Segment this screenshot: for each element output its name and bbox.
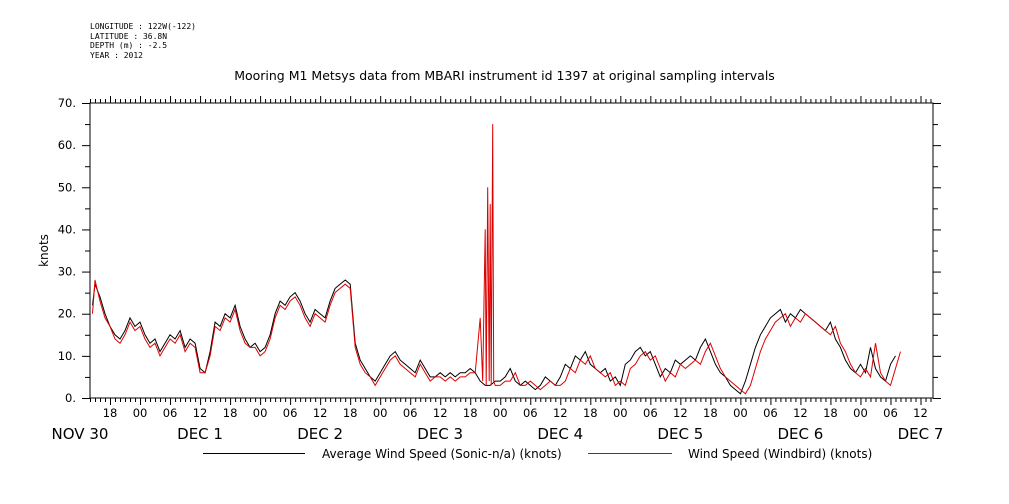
x-tick-label: 12 [433,406,448,420]
series-line-windbird-wind-speed [92,124,901,395]
x-tick-label: 00 [853,406,868,420]
x-day-label: DEC 2 [297,425,343,443]
x-tick-label: 00 [133,406,148,420]
y-axis-title: knots [37,234,51,267]
x-tick-label: 06 [283,406,298,420]
x-tick-label: 12 [193,406,208,420]
x-day-label: DEC 7 [898,425,944,443]
x-tick-label: 12 [553,406,568,420]
y-tick-label: 10. [58,349,76,363]
x-day-label: NOV 30 [52,425,109,443]
x-tick-label: 12 [793,406,808,420]
meta-line-latitude: LATITUDE : 36.8N [90,31,168,41]
x-tick-label: 12 [673,406,688,420]
x-tick-label: 06 [763,406,778,420]
axis-labels: 0. 10. 20. 30. 40. 50. 60. 70. 18 00 06 12 18 00 06 12 1… [37,96,943,443]
x-tick-label: 18 [583,406,598,420]
x-tick-label: 18 [703,406,718,420]
x-tick-label: 18 [823,406,838,420]
series-layer [92,124,901,395]
y-tick-label: 60. [58,138,76,152]
x-tick-label: 00 [613,406,628,420]
meta-line-year: YEAR : 2012 [90,50,143,60]
plot-frame [89,102,934,399]
x-tick-label: 06 [523,406,538,420]
x-day-label: DEC 5 [657,425,703,443]
x-day-label: DEC 4 [537,425,583,443]
y-tick-label: 20. [58,307,76,321]
x-tick-label: 18 [103,406,118,420]
legend-label: Average Wind Speed (Sonic-n/a) (knots) [322,447,562,461]
series-line-average-wind-speed [92,279,896,395]
x-day-label: DEC 3 [417,425,463,443]
x-tick-label: 12 [313,406,328,420]
y-tick-label: 50. [58,180,76,194]
y-tick-label: 70. [58,96,76,110]
meta-line-depth: DEPTH (m) : -2.5 [90,41,168,50]
x-tick-label: 00 [373,406,388,420]
y-tick-label: 40. [58,222,76,236]
legend-label: Wind Speed (Windbird) (knots) [688,447,872,461]
plot-axes [82,96,941,405]
y-tick-label: 0. [65,391,76,405]
x-day-label: DEC 1 [177,425,223,443]
chart-title: Mooring M1 Metsys data from MBARI instru… [234,68,775,83]
legend: Average Wind Speed (Sonic-n/a) (knots) Wi… [203,447,872,461]
x-tick-label: 12 [913,406,928,420]
x-tick-label: 06 [883,406,898,420]
x-tick-label: 18 [223,406,238,420]
x-tick-label: 18 [463,406,478,420]
x-tick-label: 00 [253,406,268,420]
y-tick-label: 30. [58,265,76,279]
meta-line-longitude: LONGITUDE : 122W(-122) [90,22,196,31]
x-tick-label: 00 [733,406,748,420]
metadata-block: LONGITUDE : 122W(-122) LATITUDE : 36.8N … [90,22,196,60]
x-tick-label: 06 [643,406,658,420]
x-tick-label: 06 [163,406,178,420]
x-day-label: DEC 6 [778,425,824,443]
x-tick-label: 18 [343,406,358,420]
x-tick-label: 06 [403,406,418,420]
x-tick-label: 00 [493,406,508,420]
